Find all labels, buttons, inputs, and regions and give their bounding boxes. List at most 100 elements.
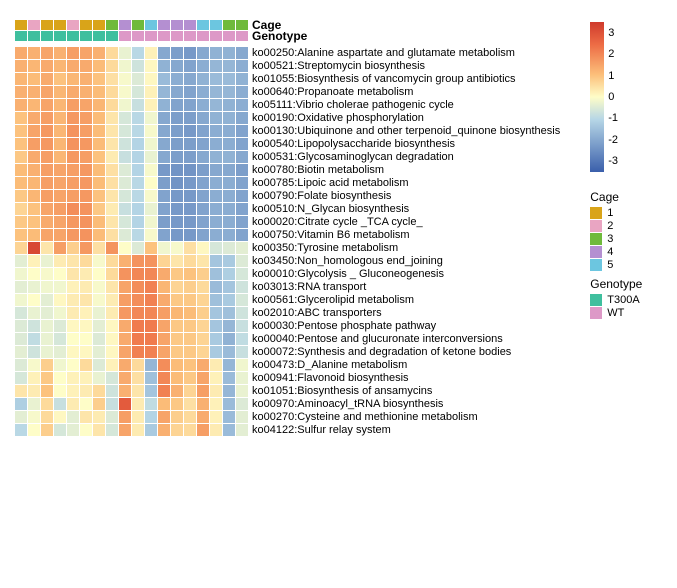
legend-label: 3 (607, 233, 613, 245)
heat-cell (54, 359, 66, 371)
heat-cell (15, 190, 27, 202)
heat-cell (223, 294, 235, 306)
heat-cell (223, 307, 235, 319)
heat-cell (197, 242, 209, 254)
heat-cell (80, 73, 92, 85)
heat-cell (93, 138, 105, 150)
heat-cell (28, 411, 40, 423)
heat-cell (197, 203, 209, 215)
heat-cell (145, 229, 157, 241)
annotation-labels: Cage Genotype (252, 20, 307, 41)
heat-cell (80, 190, 92, 202)
heat-cell (171, 47, 183, 59)
heat-cell (171, 86, 183, 98)
heat-cell (54, 138, 66, 150)
heat-cell (171, 385, 183, 397)
heatmap-figure: Cage Genotype ko00250:Alanine aspartate … (15, 20, 662, 436)
legend-title-cage: Cage (590, 190, 642, 204)
heat-cell (197, 73, 209, 85)
heat-cell (236, 281, 248, 293)
heat-cell (171, 333, 183, 345)
heat-cell (119, 86, 131, 98)
heat-cell (132, 281, 144, 293)
heat-cell (119, 99, 131, 111)
heat-cell (210, 346, 222, 358)
row-label: ko00540:Lipopolysaccharide biosynthesis (252, 138, 560, 150)
heat-cell (106, 424, 118, 436)
heat-cell (145, 112, 157, 124)
heat-cell (223, 112, 235, 124)
legend-label: 2 (607, 220, 613, 232)
heat-cell (41, 385, 53, 397)
heat-cell (236, 359, 248, 371)
heat-cell (28, 151, 40, 163)
heat-cell (28, 138, 40, 150)
heat-cell (184, 229, 196, 241)
heat-cell (119, 320, 131, 332)
heat-cell (171, 346, 183, 358)
heat-cell (54, 268, 66, 280)
heat-cell (184, 190, 196, 202)
heat-cell (210, 255, 222, 267)
heat-cell (28, 372, 40, 384)
heat-cell (41, 281, 53, 293)
heat-cell (54, 385, 66, 397)
heat-cell (210, 112, 222, 124)
heat-cell (28, 190, 40, 202)
row-label: ko00190:Oxidative phosphorylation (252, 112, 560, 124)
heat-cell (41, 190, 53, 202)
heat-cell (210, 99, 222, 111)
heat-cell (119, 177, 131, 189)
heat-cell (15, 73, 27, 85)
heat-cell (119, 229, 131, 241)
heat-cell (197, 320, 209, 332)
heat-cell (145, 333, 157, 345)
heat-cell (119, 190, 131, 202)
heat-cell (145, 138, 157, 150)
heat-cell (54, 307, 66, 319)
heat-cell (41, 151, 53, 163)
heat-cell (119, 242, 131, 254)
heat-cell (106, 359, 118, 371)
heat-cell (54, 203, 66, 215)
genotype-cell (106, 31, 118, 41)
heat-cell (223, 281, 235, 293)
heat-cell (158, 346, 170, 358)
heat-cell (80, 99, 92, 111)
heat-cell (197, 281, 209, 293)
heat-cell (210, 203, 222, 215)
heat-cell (28, 112, 40, 124)
heat-cell (145, 190, 157, 202)
row-label: ko00531:Glycosaminoglycan degradation (252, 151, 560, 163)
heat-cell (80, 86, 92, 98)
row-label: ko00941:Flavonoid biosynthesis (252, 372, 560, 384)
heat-cell (119, 359, 131, 371)
heat-cell (145, 411, 157, 423)
heat-cell (210, 398, 222, 410)
heat-cell (119, 125, 131, 137)
heat-cell (93, 398, 105, 410)
heat-cell (132, 242, 144, 254)
heat-cell (210, 216, 222, 228)
heat-cell (158, 164, 170, 176)
row-label: ko00020:Citrate cycle _TCA cycle_ (252, 216, 560, 228)
heat-cell (184, 73, 196, 85)
row-label: ko00130:Ubiquinone and other terpenoid_q… (252, 125, 560, 137)
heat-cell (54, 177, 66, 189)
heat-cell (132, 86, 144, 98)
heat-cell (67, 112, 79, 124)
heat-cell (210, 151, 222, 163)
heat-cell (171, 307, 183, 319)
legend-swatch (590, 294, 602, 306)
heat-cell (67, 190, 79, 202)
heat-cell (236, 229, 248, 241)
heat-cell (67, 99, 79, 111)
heat-cell (67, 60, 79, 72)
heat-cell (158, 177, 170, 189)
heat-cell (93, 411, 105, 423)
heat-cell (210, 164, 222, 176)
heat-cell (236, 125, 248, 137)
heat-cell (67, 333, 79, 345)
heat-cell (223, 99, 235, 111)
heat-cell (54, 320, 66, 332)
